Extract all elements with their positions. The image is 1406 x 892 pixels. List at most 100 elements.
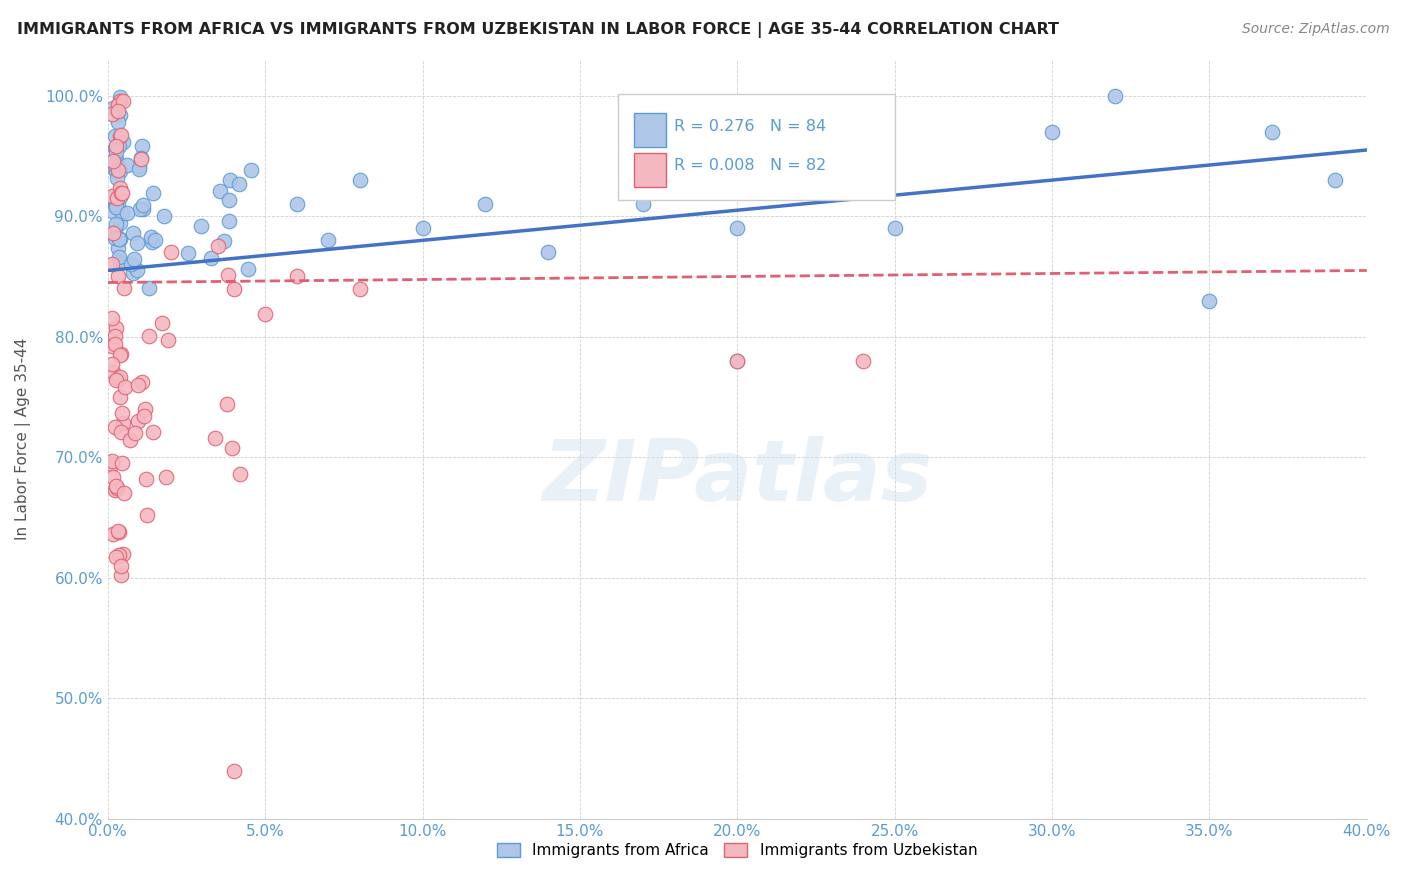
Point (725, 221, 748, 235)
Point (253, 307, 276, 321)
Point (107, 241, 129, 255)
FancyBboxPatch shape (634, 153, 665, 187)
Point (105, 152, 128, 166)
Point (105, 200, 128, 214)
Point (115, 158, 138, 172)
Point (200, 251, 222, 265)
Point (236, 262, 259, 277)
Point (129, 152, 152, 166)
Point (204, 431, 226, 445)
Point (108, 190, 131, 204)
Point (107, 268, 129, 283)
Point (725, 354, 748, 368)
Point (112, 136, 135, 150)
Point (107, 197, 129, 211)
Point (100, 457, 122, 471)
Point (103, 157, 125, 171)
Point (101, 454, 124, 468)
Point (349, 173, 371, 187)
Point (128, 161, 150, 176)
Point (112, 486, 135, 500)
Point (128, 159, 150, 173)
Point (155, 470, 177, 484)
Point (112, 547, 135, 561)
Point (105, 145, 128, 159)
Point (104, 419, 127, 434)
Point (207, 239, 229, 253)
Text: Source: ZipAtlas.com: Source: ZipAtlas.com (1241, 22, 1389, 37)
Point (111, 406, 134, 420)
FancyBboxPatch shape (634, 112, 665, 147)
Point (128, 202, 150, 216)
Point (1198, 293, 1220, 308)
Point (110, 347, 132, 361)
Point (228, 178, 250, 192)
Point (135, 472, 157, 486)
Point (112, 281, 135, 295)
Point (110, 348, 132, 362)
Point (285, 269, 308, 284)
Point (105, 481, 128, 495)
Point (240, 163, 263, 178)
Point (125, 235, 148, 250)
Point (212, 234, 235, 248)
Point (110, 369, 132, 384)
Point (105, 139, 128, 153)
Point (122, 266, 145, 280)
Point (101, 106, 124, 120)
Point (101, 339, 124, 353)
Point (103, 192, 125, 206)
Point (108, 524, 131, 539)
Point (631, 197, 654, 211)
Point (537, 245, 560, 260)
Point (285, 197, 308, 211)
Point (150, 316, 173, 330)
Point (104, 230, 127, 244)
Point (110, 186, 132, 200)
Point (104, 483, 127, 498)
Point (124, 426, 146, 441)
Legend: Immigrants from Africa, Immigrants from Uzbekistan: Immigrants from Africa, Immigrants from … (491, 837, 983, 864)
Point (221, 441, 243, 455)
Point (108, 164, 131, 178)
Point (108, 216, 131, 230)
Point (222, 764, 245, 778)
Point (132, 202, 155, 216)
Point (120, 257, 142, 271)
Point (110, 390, 132, 404)
Point (101, 226, 124, 240)
Point (134, 401, 156, 416)
Point (1324, 173, 1347, 187)
Point (105, 140, 128, 154)
Point (153, 209, 176, 223)
Point (105, 320, 128, 334)
Point (118, 433, 141, 447)
Point (215, 396, 238, 410)
Point (104, 197, 127, 211)
Point (103, 366, 125, 380)
Point (101, 257, 124, 271)
Point (101, 310, 124, 325)
Point (103, 225, 125, 239)
Point (108, 181, 131, 195)
Point (110, 568, 132, 582)
Point (142, 425, 165, 439)
Point (141, 235, 163, 249)
Point (100, 203, 122, 218)
Point (132, 198, 155, 212)
Point (101, 357, 124, 371)
Point (111, 416, 134, 430)
Point (105, 157, 128, 171)
Point (104, 141, 127, 155)
Point (107, 98, 129, 112)
Point (110, 425, 132, 440)
Point (412, 221, 434, 235)
Point (316, 233, 339, 247)
Point (104, 141, 127, 155)
Point (114, 379, 136, 393)
Point (129, 151, 152, 165)
Text: IMMIGRANTS FROM AFRICA VS IMMIGRANTS FROM UZBEKISTAN IN LABOR FORCE | AGE 35-44 : IMMIGRANTS FROM AFRICA VS IMMIGRANTS FRO… (17, 22, 1059, 38)
Point (474, 197, 496, 211)
Point (157, 333, 180, 347)
Point (103, 153, 125, 168)
